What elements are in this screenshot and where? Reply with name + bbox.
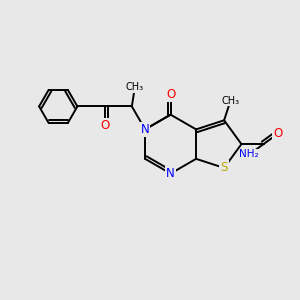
Text: O: O bbox=[273, 127, 282, 140]
Text: CH₃: CH₃ bbox=[221, 96, 239, 106]
Text: S: S bbox=[220, 161, 228, 174]
Text: NH₂: NH₂ bbox=[239, 149, 259, 160]
Text: N: N bbox=[166, 167, 175, 180]
Text: CH₃: CH₃ bbox=[126, 82, 144, 92]
Text: O: O bbox=[101, 119, 110, 132]
Text: N: N bbox=[141, 123, 149, 136]
Text: O: O bbox=[166, 88, 175, 100]
